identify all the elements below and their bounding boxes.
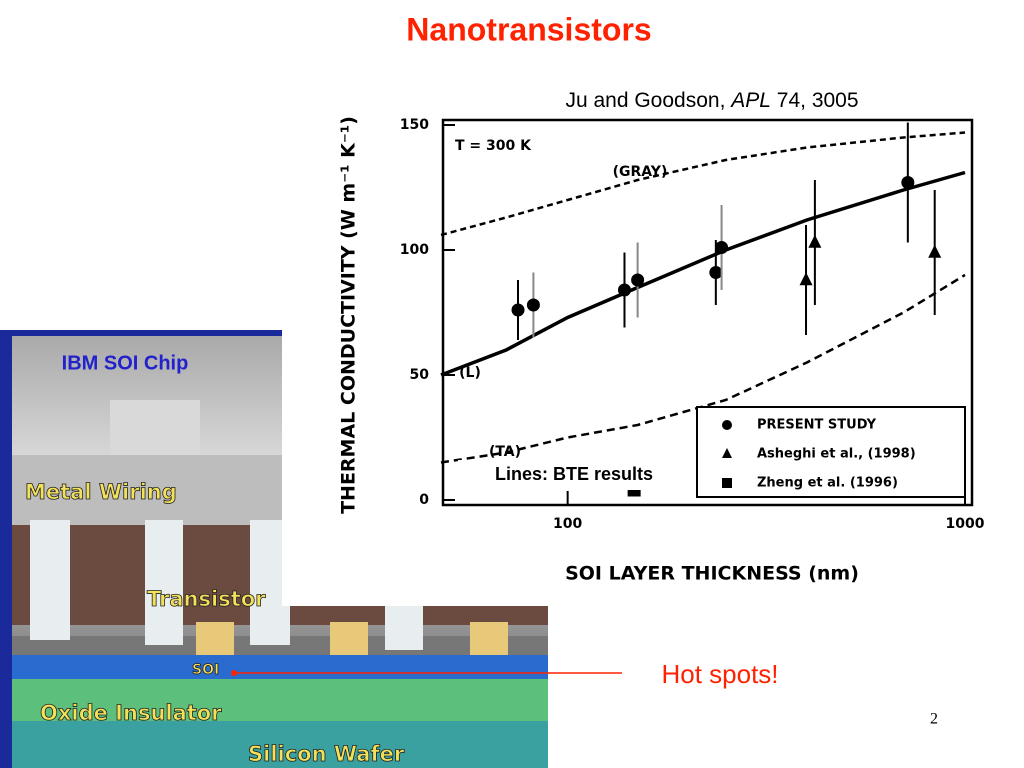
callout-dot [231, 670, 237, 676]
y-tick-label: 150 [400, 117, 429, 133]
legend-marker [722, 420, 732, 430]
curve-label: (TA) [489, 444, 521, 460]
data-point [526, 298, 540, 312]
photo-label: Metal Wiring [25, 480, 177, 504]
page-number: 2 [930, 711, 938, 728]
curve-label: (GRAY) [613, 164, 668, 180]
data-point [808, 234, 822, 248]
citation-ref: 74, 3005 [777, 89, 859, 112]
citation-authors: Ju and Goodson, [565, 89, 725, 112]
data-point [928, 244, 942, 258]
citation-journal: APL [729, 89, 771, 112]
data-point [511, 303, 525, 317]
plot-frame [441, 118, 974, 507]
photo-label: Silicon Wafer [248, 742, 405, 766]
x-tick-label: 100 [553, 516, 582, 532]
legend-label: PRESENT STUDY [757, 418, 877, 433]
x-tick-label: 1000 [946, 516, 985, 532]
y-tick-label: 100 [400, 242, 429, 258]
data-point [617, 283, 631, 297]
photo-label: Transistor [147, 587, 266, 611]
annotation: Lines: BTE results [495, 464, 653, 484]
data-point [901, 176, 915, 189]
slide-title: Nanotransistors [406, 11, 651, 47]
bte-curve [440, 170, 966, 377]
y-tick-label: 0 [419, 492, 429, 508]
legend-label: Asheghi et al., (1998) [757, 447, 916, 462]
annotation: T = 300 K [455, 138, 532, 154]
photo-label: SOI [192, 662, 219, 678]
x-axis-label: SOI LAYER THICKNESS (nm) [565, 563, 859, 585]
y-tick-label: 50 [410, 367, 430, 383]
callout: Hot spots! [661, 659, 778, 689]
legend-marker [722, 448, 732, 458]
y-axis-label: THERMAL CONDUCTIVITY (W m⁻¹ K⁻¹) [338, 116, 360, 514]
annotation-box [458, 460, 690, 490]
data-point [631, 273, 645, 287]
data-point [799, 272, 813, 286]
data-point [709, 266, 723, 279]
curve-label: (L) [459, 365, 481, 381]
legend-label: Zheng et al. (1996) [757, 476, 898, 491]
plot: 0 50 100 150 100 1000 SOI LAYER THICKNESS (nm)… [338, 116, 985, 584]
photo-caption: IBM SOI Chip [62, 352, 189, 374]
photo-label: Oxide Insulator [40, 701, 222, 725]
bte-curve [440, 273, 966, 464]
legend-marker [722, 478, 732, 488]
data-point [715, 241, 729, 254]
legend-box [696, 406, 966, 498]
citation: Ju and Goodson, APL 74, 3005 [565, 89, 858, 112]
